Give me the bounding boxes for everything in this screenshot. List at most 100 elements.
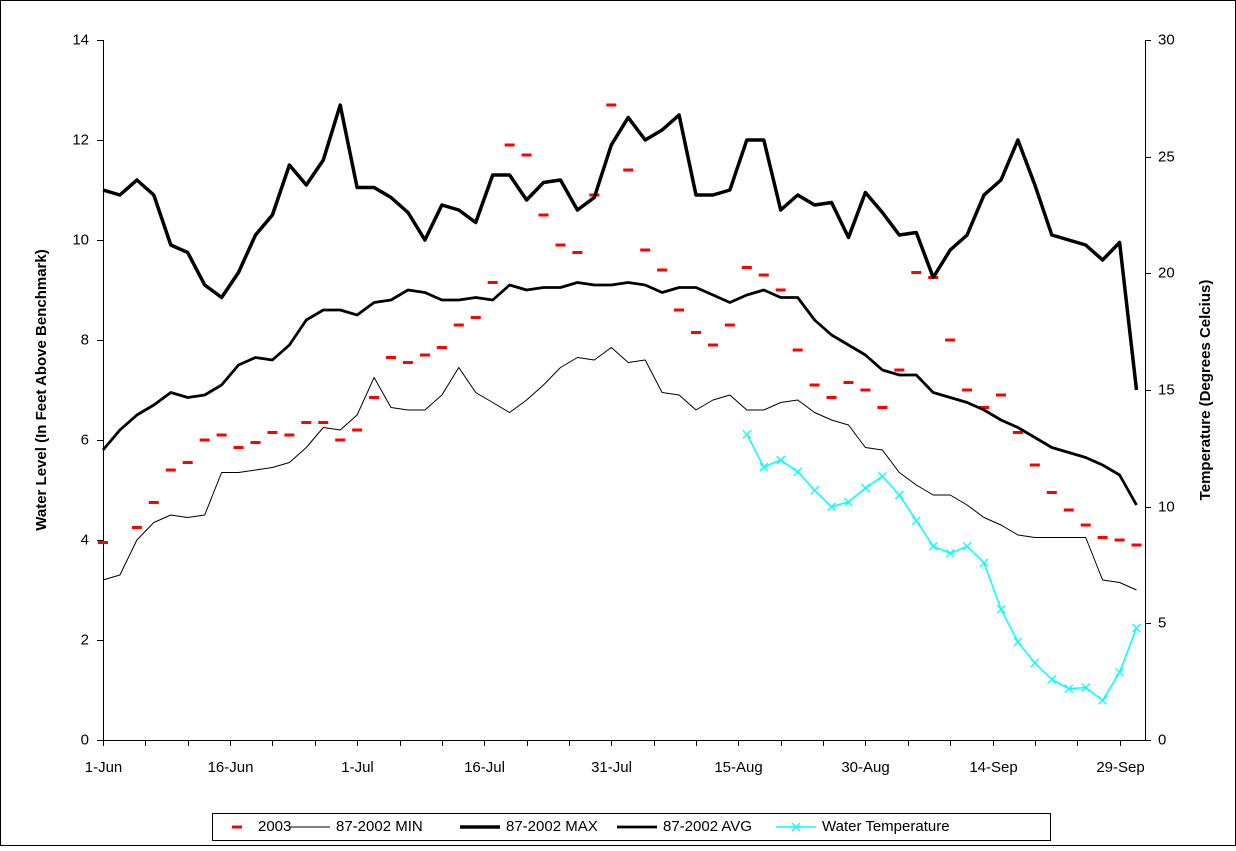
data-marker xyxy=(810,485,820,495)
data-dash xyxy=(1131,543,1142,547)
data-dash xyxy=(386,356,397,359)
x-tick-label: 14-Sep xyxy=(969,759,1017,776)
data-dash xyxy=(335,438,346,442)
data-dash xyxy=(318,421,329,424)
data-dash xyxy=(1063,508,1074,512)
data-marker xyxy=(1030,658,1040,668)
legend-label: Water Temperature xyxy=(822,818,950,835)
data-marker xyxy=(1013,637,1023,647)
data-dash xyxy=(758,273,769,277)
series-line xyxy=(101,281,1138,506)
data-dash xyxy=(352,428,363,432)
x-tick-label: 31-Jul xyxy=(591,759,632,776)
data-marker xyxy=(1064,684,1074,694)
data-dash xyxy=(419,353,430,357)
data-marker xyxy=(1098,695,1108,705)
legend-item: 87-2002 AVG xyxy=(617,818,752,835)
y2-tick-label: 0 xyxy=(1158,731,1166,748)
data-dash xyxy=(792,348,803,352)
y2-tick-label: 15 xyxy=(1158,381,1175,398)
data-dash xyxy=(606,103,617,107)
data-marker xyxy=(742,429,752,439)
data-dash xyxy=(1097,536,1108,539)
legend-label: 87-2002 AVG xyxy=(663,818,752,835)
data-marker xyxy=(894,490,904,500)
data-dash xyxy=(453,323,464,327)
data-dash xyxy=(199,438,210,442)
data-marker xyxy=(759,462,769,472)
y2-tick-label: 25 xyxy=(1158,148,1175,165)
data-dash xyxy=(98,541,108,544)
data-dash xyxy=(1046,491,1057,494)
data-dash xyxy=(487,281,498,284)
data-dash xyxy=(1029,463,1040,467)
x-tick-label: 1-Jul xyxy=(341,759,374,776)
data-dash xyxy=(809,383,820,387)
data-marker xyxy=(1081,683,1091,692)
series-line xyxy=(102,347,1137,591)
data-dash xyxy=(250,441,261,444)
data-dash xyxy=(216,433,227,437)
data-dash xyxy=(691,331,702,334)
data-dash xyxy=(826,396,837,399)
data-dash xyxy=(640,248,651,252)
data-dash xyxy=(165,468,176,472)
data-dash xyxy=(741,266,752,269)
y-tick-label: 0 xyxy=(81,731,89,748)
data-dash xyxy=(301,421,312,424)
data-dash xyxy=(131,526,142,529)
x-tick-label: 16-Jun xyxy=(208,759,254,776)
data-marker xyxy=(1047,674,1057,684)
series-line xyxy=(102,103,1139,391)
y-axis-title: Water Level (In Feet Above Benchmark) xyxy=(33,249,50,530)
data-dash xyxy=(148,501,159,504)
data-marker xyxy=(827,502,837,512)
data-marker xyxy=(776,455,786,465)
data-dash xyxy=(1080,523,1091,527)
data-marker xyxy=(996,604,1006,614)
data-dash xyxy=(555,243,566,247)
data-dash xyxy=(724,323,735,327)
data-dash xyxy=(623,168,634,172)
data-dash xyxy=(877,406,888,409)
data-dash xyxy=(911,271,922,274)
y2-tick-label: 20 xyxy=(1158,264,1175,281)
y-tick-label: 8 xyxy=(81,331,89,348)
data-dash xyxy=(894,368,905,372)
x-tick-label: 30-Aug xyxy=(841,759,889,776)
y-tick-label: 10 xyxy=(72,231,89,248)
y-tick-label: 6 xyxy=(81,431,89,448)
data-dash xyxy=(860,388,871,392)
legend-label: 87-2002 MAX xyxy=(506,818,598,835)
y-tick-label: 14 xyxy=(72,31,89,48)
y-tick-label: 4 xyxy=(81,531,89,548)
data-dash xyxy=(995,393,1006,397)
legend-item: 87-2002 MIN xyxy=(290,818,423,835)
x-tick-label: 16-Jul xyxy=(464,759,505,776)
data-dash xyxy=(945,338,956,342)
x-tick-label: 15-Aug xyxy=(714,759,762,776)
data-dash xyxy=(284,433,295,437)
data-marker xyxy=(860,483,870,493)
legend-item: Water Temperature xyxy=(776,818,950,835)
data-dash xyxy=(504,143,515,147)
data-dash xyxy=(1012,431,1023,434)
data-dash xyxy=(538,213,549,217)
data-dash xyxy=(233,446,244,449)
legend-label: 87-2002 MIN xyxy=(336,818,423,835)
y-tick-label: 2 xyxy=(81,631,89,648)
data-dash xyxy=(962,388,973,392)
data-dash xyxy=(979,406,990,409)
y-tick-label: 12 xyxy=(72,131,89,148)
data-marker xyxy=(979,558,989,568)
y2-axis-title: Temperature (Degrees Celcius) xyxy=(1197,280,1214,501)
data-marker xyxy=(928,541,938,551)
y2-tick-label: 5 xyxy=(1158,614,1166,631)
legend-label: 2003 xyxy=(258,818,291,835)
data-dash xyxy=(843,381,854,384)
data-dash xyxy=(1114,538,1125,542)
data-dash xyxy=(572,251,583,254)
data-dash xyxy=(182,461,193,464)
y2-tick-label: 10 xyxy=(1158,498,1175,515)
